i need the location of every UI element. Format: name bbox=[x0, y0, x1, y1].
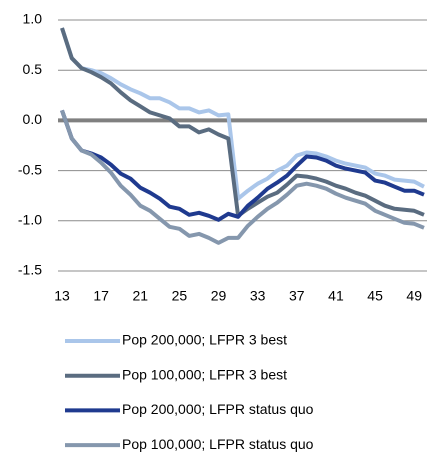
x-tick-label: 17 bbox=[93, 288, 109, 304]
x-tick-label: 13 bbox=[54, 288, 70, 304]
series-line bbox=[60, 109, 425, 222]
x-tick-label: 21 bbox=[132, 288, 148, 304]
x-tick-label: 33 bbox=[250, 288, 266, 304]
y-tick-label: -1.0 bbox=[18, 212, 42, 228]
legend-label: Pop 100,000; LFPR status quo bbox=[122, 436, 314, 452]
x-tick-label: 49 bbox=[406, 288, 422, 304]
x-tick-label: 37 bbox=[289, 288, 305, 304]
y-tick-label: -1.5 bbox=[18, 262, 42, 278]
x-tick-label: 29 bbox=[211, 288, 227, 304]
y-tick-label: 0.5 bbox=[23, 61, 43, 77]
series-line bbox=[60, 27, 425, 201]
x-tick-label: 41 bbox=[328, 288, 344, 304]
legend-label: Pop 200,000; LFPR status quo bbox=[122, 401, 314, 417]
legend-label: Pop 100,000; LFPR 3 best bbox=[122, 366, 287, 382]
x-tick-label: 25 bbox=[172, 288, 188, 304]
y-tick-label: -0.5 bbox=[18, 161, 42, 177]
legend-label: Pop 200,000; LFPR 3 best bbox=[122, 332, 287, 348]
y-tick-label: 0.0 bbox=[23, 111, 43, 127]
y-tick-label: 1.0 bbox=[23, 11, 43, 27]
x-tick-label: 45 bbox=[367, 288, 383, 304]
series-line bbox=[60, 109, 425, 245]
